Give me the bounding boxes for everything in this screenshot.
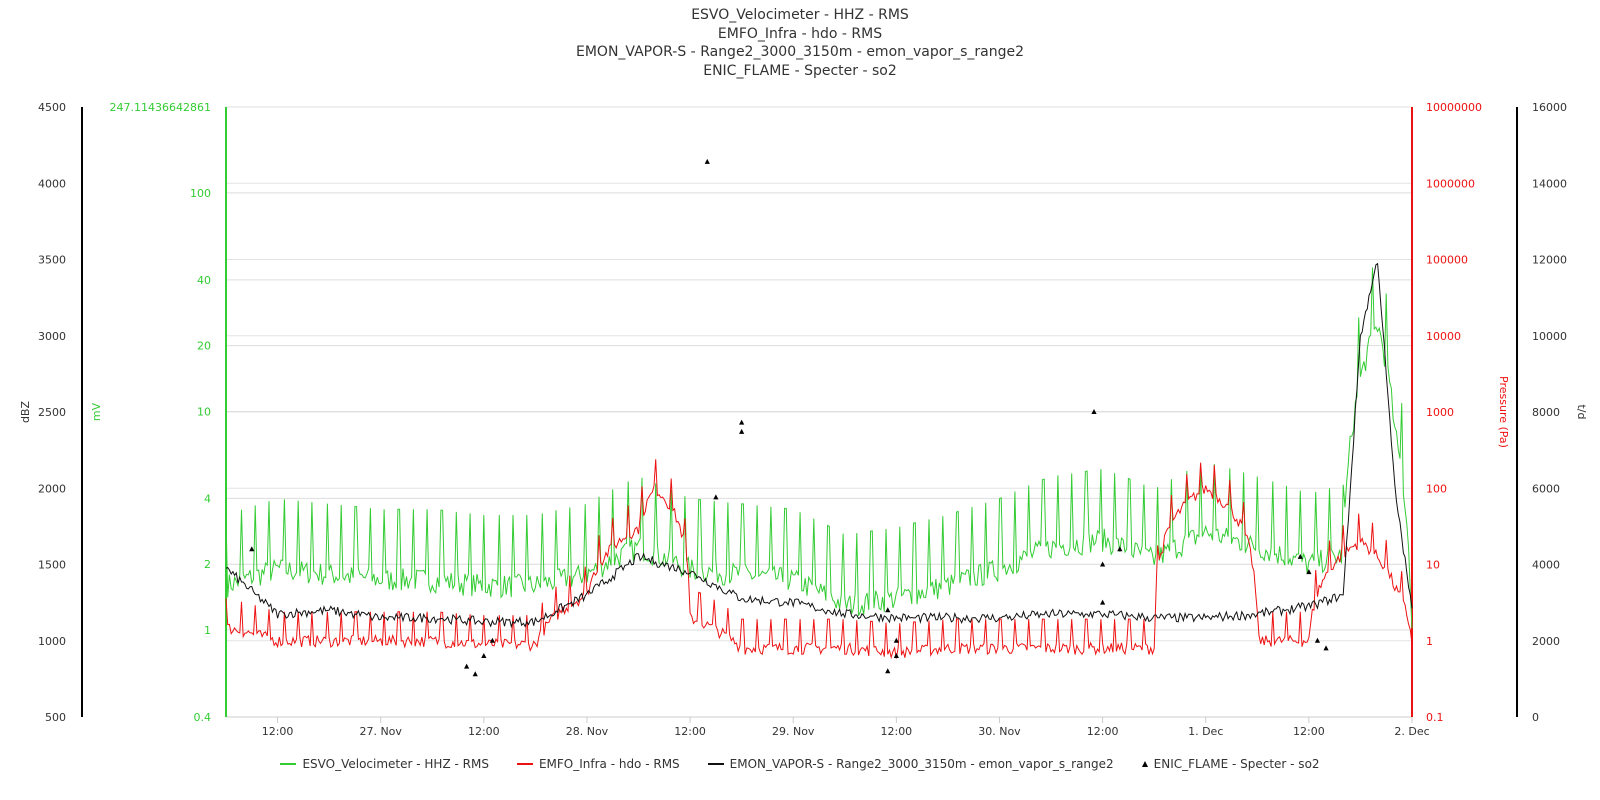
- x-tick-label: 1. Dec: [1188, 725, 1223, 738]
- dbz-tick-label: 500: [45, 711, 66, 724]
- x-tick-label: 12:00: [468, 725, 500, 738]
- series-flame-point: [1100, 599, 1106, 605]
- chart-title-block: ESVO_Velocimeter - HHZ - RMS EMFO_Infra …: [0, 6, 1600, 80]
- td-tick-label: 12000: [1532, 254, 1567, 267]
- pressure-tick-label: 100: [1426, 482, 1447, 495]
- td-tick-label: 14000: [1532, 177, 1567, 190]
- x-tick-label: 12:00: [1293, 725, 1325, 738]
- dbz-tick-label: 1000: [38, 635, 66, 648]
- dbz-tick-label: 2000: [38, 482, 66, 495]
- td-tick-label: 6000: [1532, 482, 1560, 495]
- td-tick-label: 8000: [1532, 406, 1560, 419]
- series-velocimeter-line: [225, 267, 1413, 629]
- series-flame-point: [481, 653, 487, 658]
- pressure-axis-title: Pressure (Pa): [1497, 376, 1510, 448]
- series-flame-point: [1117, 546, 1123, 552]
- x-tick-label: 12:00: [1087, 725, 1119, 738]
- series-flame-point: [1314, 637, 1321, 643]
- series-flame-point: [464, 663, 470, 669]
- pressure-tick-label: 10000: [1426, 330, 1461, 343]
- x-tick-label: 29. Nov: [772, 725, 815, 738]
- chart-title-line-4: ENIC_FLAME - Specter - so2: [703, 62, 897, 79]
- x-tick-label: 12:00: [674, 725, 706, 738]
- td-tick-label: 4000: [1532, 559, 1560, 572]
- pressure-tick-label: 1000000: [1426, 177, 1475, 190]
- legend-line-icon: [707, 763, 724, 765]
- x-tick-label: 28. Nov: [566, 725, 609, 738]
- chart-title-line-1: ESVO_Velocimeter - HHZ - RMS: [691, 7, 909, 23]
- series-vapor-line: [225, 262, 1413, 629]
- legend-triangle-icon: [1141, 761, 1148, 767]
- x-tick-label: 12:00: [262, 725, 294, 738]
- dbz-tick-label: 3500: [38, 254, 66, 267]
- legend-item-flame[interactable]: ENIC_FLAME - Specter - so2: [1141, 757, 1320, 771]
- series-flame-point: [893, 653, 899, 658]
- legend-label-vapor: EMON_VAPOR-S - Range2_3000_3150m - emon_…: [729, 757, 1114, 771]
- mv-tick-label: 2: [204, 558, 211, 571]
- pressure-tick-label: 1000: [1426, 406, 1454, 419]
- series-flame-point: [739, 428, 745, 434]
- x-tick-label: 30. Nov: [978, 725, 1021, 738]
- dbz-axis-title: dBZ: [19, 401, 32, 424]
- series-flame-point: [249, 546, 255, 552]
- legend: ESVO_Velocimeter - HHZ - RMS EMFO_Infra …: [0, 757, 1600, 771]
- mv-axis-title: mV: [90, 402, 103, 421]
- mv-tick-label: 0.4: [194, 711, 212, 724]
- series-flame-point: [739, 419, 745, 425]
- mv-tick-label: 4: [204, 492, 211, 505]
- dbz-tick-label: 4500: [38, 101, 66, 114]
- mv-tick-label: 1: [204, 624, 211, 637]
- td-axis-title: t/d: [1575, 404, 1588, 419]
- series-infra-line: [225, 459, 1413, 660]
- x-tick-label: 2. Dec: [1394, 725, 1429, 738]
- pressure-tick-label: 0.1: [1426, 711, 1444, 724]
- legend-line-icon: [516, 763, 533, 765]
- x-tick-label: 27. Nov: [359, 725, 402, 738]
- td-tick-label: 0: [1532, 711, 1539, 724]
- series-flame-point: [1100, 561, 1106, 567]
- legend-item-infra[interactable]: EMFO_Infra - hdo - RMS: [516, 757, 680, 771]
- mv-tick-label: 100: [190, 187, 211, 200]
- series-flame-point: [489, 637, 496, 643]
- pressure-tick-label: 10: [1426, 559, 1440, 572]
- mv-tick-label: 40: [197, 274, 211, 287]
- mv-tick-label: 20: [197, 340, 211, 353]
- series-flame-point: [893, 637, 899, 643]
- pressure-tick-label: 1: [1426, 635, 1433, 648]
- series-flame-point: [885, 607, 891, 613]
- pressure-tick-label: 100000: [1426, 254, 1468, 267]
- mv-tick-label: 10: [197, 405, 211, 418]
- dbz-tick-label: 1500: [38, 559, 66, 572]
- series-flame-point: [885, 668, 891, 674]
- legend-item-vapor[interactable]: EMON_VAPOR-S - Range2_3000_3150m - emon_…: [707, 757, 1114, 771]
- series-flame-point: [1306, 569, 1312, 575]
- x-tick-label: 12:00: [880, 725, 912, 738]
- chart-title-line-2: EMFO_Infra - hdo - RMS: [717, 25, 883, 42]
- chart-title-line-3: EMON_VAPOR-S - Range2_3000_3150m - emon_…: [576, 44, 1024, 60]
- series-flame-point: [1323, 645, 1329, 651]
- series-flame-point: [1297, 553, 1303, 559]
- legend-label-infra: EMFO_Infra - hdo - RMS: [538, 757, 680, 771]
- legend-item-velocimeter[interactable]: ESVO_Velocimeter - HHZ - RMS: [280, 757, 489, 771]
- legend-label-flame: ENIC_FLAME - Specter - so2: [1153, 757, 1320, 771]
- dbz-tick-label: 4000: [38, 177, 66, 190]
- mv-tick-label: 247.11436642861: [110, 101, 211, 114]
- plot-area: 500100015002000250030003500400045000.412…: [19, 101, 1588, 738]
- series-flame-point: [1091, 409, 1097, 414]
- legend-line-icon: [280, 763, 297, 765]
- td-tick-label: 16000: [1532, 101, 1567, 114]
- td-tick-label: 10000: [1532, 330, 1567, 343]
- series-flame-point: [704, 158, 710, 164]
- dbz-tick-label: 3000: [38, 330, 66, 343]
- series-flame-point: [713, 494, 719, 500]
- series-flame-point: [472, 671, 478, 677]
- pressure-tick-label: 10000000: [1426, 101, 1482, 114]
- td-tick-label: 2000: [1532, 635, 1560, 648]
- dbz-tick-label: 2500: [38, 406, 66, 419]
- legend-label-velocimeter: ESVO_Velocimeter - HHZ - RMS: [302, 757, 489, 771]
